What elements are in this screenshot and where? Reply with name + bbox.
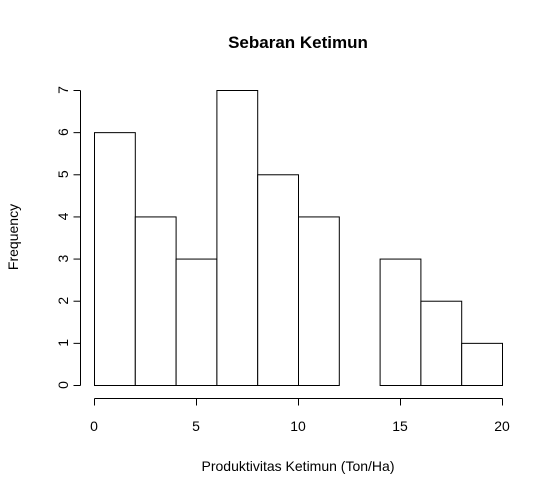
histogram-bar-5: [257, 174, 300, 386]
y-tick-label: 0: [55, 381, 71, 389]
x-tick-label: 5: [192, 418, 200, 434]
y-tick-label: 2: [55, 297, 71, 305]
histogram-bar-1: [94, 132, 136, 386]
y-axis-label: Frequency: [5, 204, 21, 270]
histogram-bars: [94, 90, 504, 387]
x-tick-label: 0: [90, 418, 98, 434]
histogram-bar-3: [175, 258, 218, 387]
x-axis-label: Produktivitas Ketimun (Ton/Ha): [202, 458, 395, 474]
histogram-bar-8: [379, 258, 422, 387]
histogram-bar-10: [461, 342, 504, 387]
y-tick-label: 6: [55, 128, 71, 136]
y-tick-label: 5: [55, 170, 71, 178]
y-tick-label: 4: [55, 212, 71, 220]
histogram-bar-9: [420, 300, 463, 387]
histogram-bar-4: [216, 90, 259, 386]
x-tick-label: 15: [392, 418, 408, 434]
y-tick-label: 1: [55, 339, 71, 347]
y-axis: 0 1 2 3 4 5 6 7: [55, 86, 81, 389]
y-tick-label: 3: [55, 254, 71, 262]
x-tick-label: 20: [494, 418, 510, 434]
x-axis: 0 5 10 15 20: [90, 398, 510, 434]
histogram-bar-2: [134, 216, 177, 386]
histogram-bar-6: [298, 216, 340, 386]
chart-title: Sebaran Ketimun: [228, 33, 368, 52]
y-tick-label: 7: [55, 86, 71, 94]
x-tick-label: 10: [290, 418, 306, 434]
